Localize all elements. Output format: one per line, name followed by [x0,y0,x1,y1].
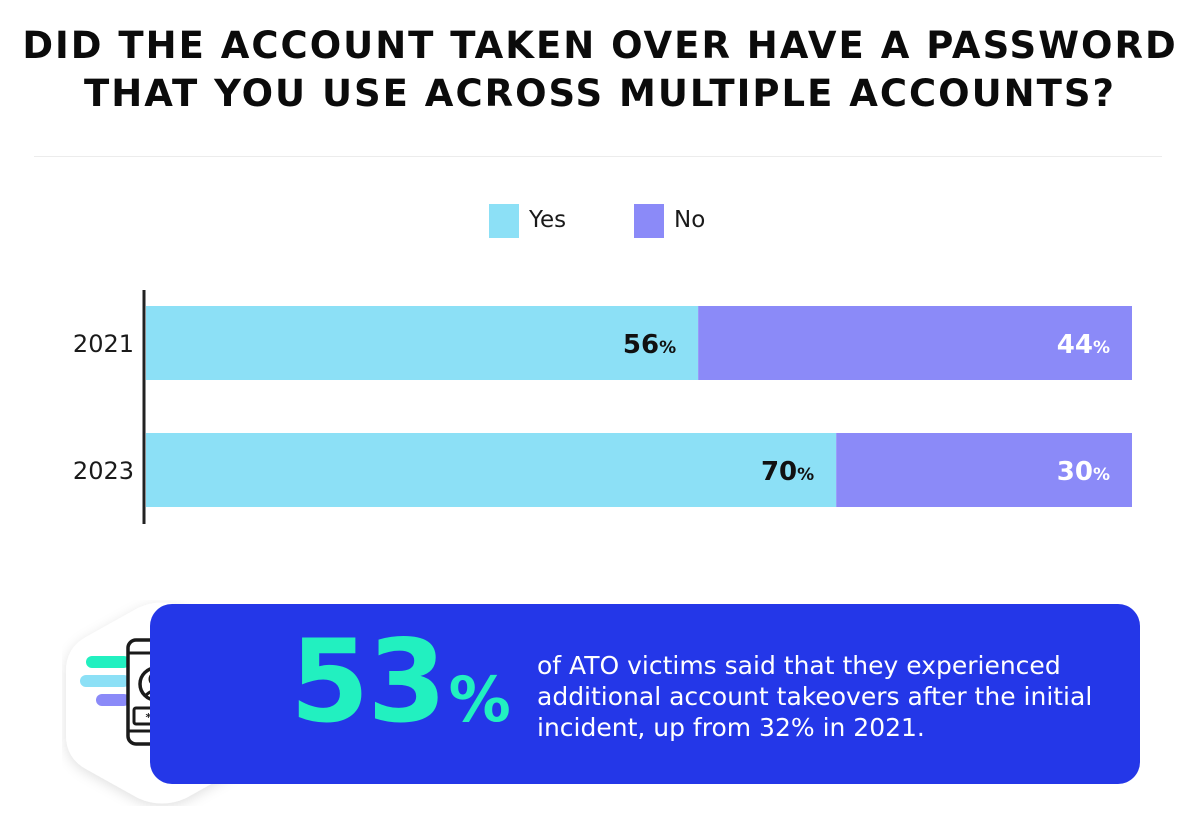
chart-title-line-1: DID THE ACCOUNT TAKEN OVER HAVE A PASSWO… [22,24,1178,67]
data-label-2021-yes: 56% [623,330,676,360]
category-label-2023: 2023 [73,457,134,485]
stacked-bar-chart: 56% 44% 2021 70% 30% 2023 [73,290,1132,524]
category-label-2021: 2021 [73,330,134,358]
title-divider [34,156,1162,157]
callout-stat-symbol: % [448,663,511,736]
bar-2023-no [836,433,1132,507]
legend-swatch-no [634,204,664,238]
bar-2021-no [698,306,1132,380]
chart-legend: Yes No [0,204,1200,240]
legend-label-yes: Yes [529,207,567,233]
legend-swatch-yes [489,204,519,238]
callout-banner [150,604,1140,784]
data-label-2023-yes: 70% [761,457,814,487]
bar-2021-yes [146,306,699,380]
data-label-2023-no: 30% [1057,457,1110,487]
chart-title-line-2: THAT YOU USE ACROSS MULTIPLE ACCOUNTS? [84,72,1116,115]
callout-text: of ATO victims said that they experience… [537,651,1093,742]
legend-label-no: No [674,207,706,233]
bar-2023-yes [146,433,837,507]
callout-stat-number: 53 [290,615,447,748]
data-label-2021-no: 44% [1057,330,1110,360]
callout-stat: 53% [290,625,511,739]
chart-title: DID THE ACCOUNT TAKEN OVER HAVE A PASSWO… [0,22,1200,118]
